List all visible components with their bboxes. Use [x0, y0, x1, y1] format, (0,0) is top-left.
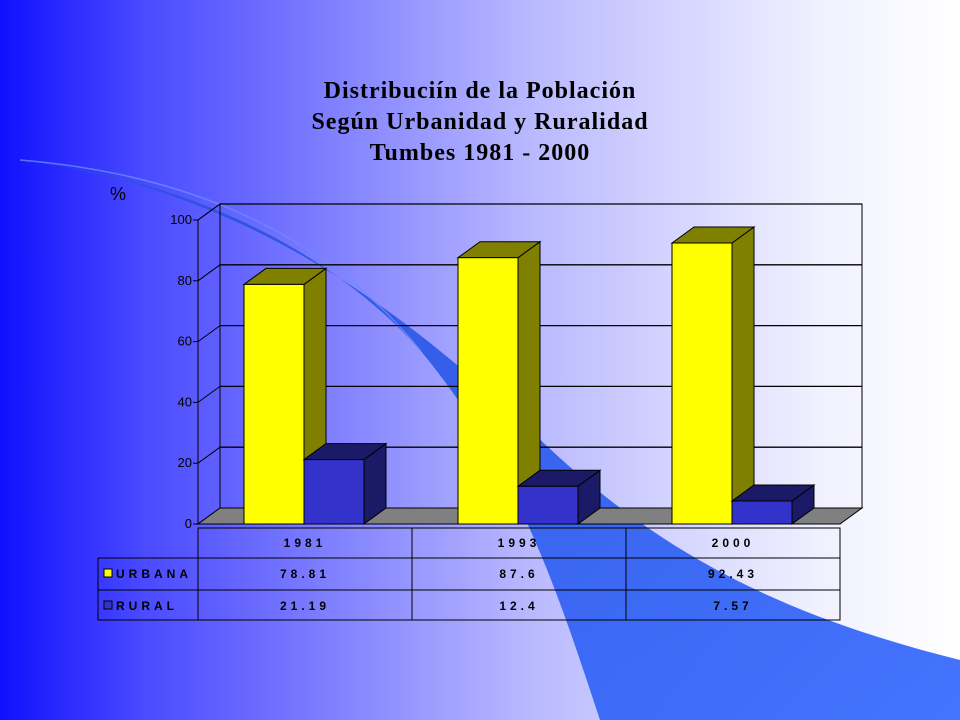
bar-side	[731, 226, 755, 525]
table-value: 21.19	[280, 599, 330, 613]
legend-label-urbana: URBANA	[116, 567, 192, 581]
chart-title-line-3: Tumbes 1981 - 2000	[369, 140, 591, 166]
legend-swatch-rural	[103, 600, 113, 610]
y-tick-label: 80	[178, 273, 192, 288]
bar-front	[731, 500, 793, 525]
table-value: 78.81	[280, 567, 330, 581]
bar-front	[303, 459, 365, 525]
gridline-side	[197, 325, 221, 343]
table-category-label: 1993	[498, 536, 541, 550]
plot-side-wall	[197, 203, 221, 525]
legend-label-rural: RURAL	[116, 599, 178, 613]
bar-urbana-2000	[670, 226, 756, 525]
legend-swatch-urbana	[103, 568, 113, 578]
y-tick-label: 60	[178, 334, 192, 349]
y-tick-label: 0	[185, 516, 192, 531]
bar-rural-1981	[302, 442, 388, 525]
gridline-side	[197, 385, 221, 403]
bar-front	[243, 283, 305, 525]
bar-rural-2000	[730, 484, 816, 525]
table-value: 92.43	[708, 567, 758, 581]
bar-rural-1993	[516, 469, 602, 525]
data-table: 1981 1993 2000 URBANA 78.81 87.6 92.43 RURAL 21.…	[97, 527, 841, 621]
chart-title-line-1: Distribuciín de la Población	[323, 78, 637, 104]
chart-bars	[242, 226, 816, 525]
bar-front	[671, 242, 733, 525]
chart-title-line-2: Según Urbanidad y Ruralidad	[311, 109, 649, 135]
gridline-side	[197, 446, 221, 464]
y-tick-label: 20	[178, 455, 192, 470]
gridline-side	[197, 203, 221, 221]
y-tick-label: 100	[170, 212, 192, 227]
table-value: 12.4	[499, 599, 538, 613]
bar-urbana-1993	[456, 240, 542, 525]
table-category-label: 1981	[284, 536, 327, 550]
table-value: 7.57	[713, 599, 752, 613]
y-tick-label: 40	[178, 394, 192, 409]
bar-front	[517, 485, 579, 525]
chart-title: Distribuciín de la Población Según Urban…	[230, 76, 730, 169]
gridline-side	[197, 264, 221, 282]
table-value: 87.6	[499, 567, 538, 581]
bar-front	[457, 257, 519, 525]
y-axis-label: %	[110, 184, 126, 204]
table-category-label: 2000	[712, 536, 755, 550]
